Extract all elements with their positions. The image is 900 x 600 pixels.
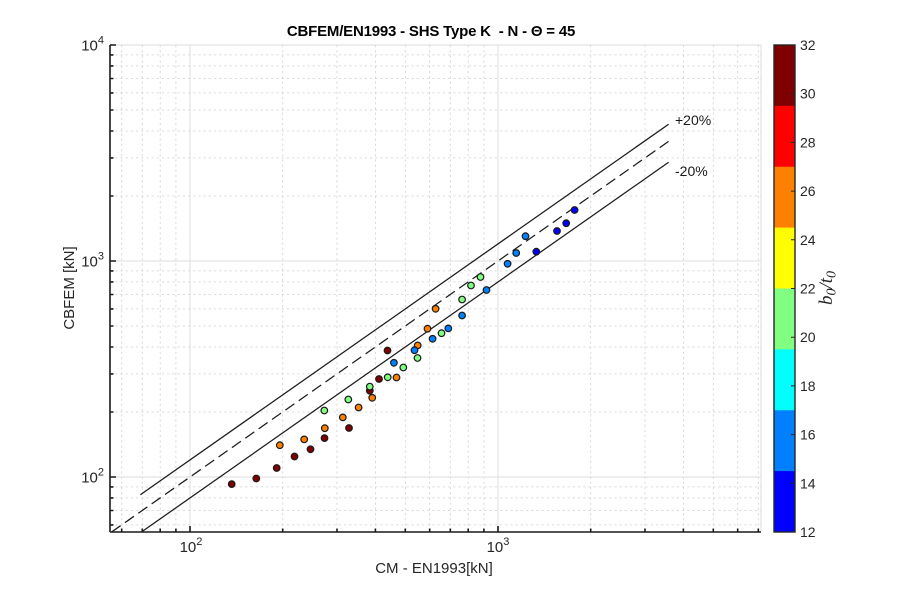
svg-text:24: 24 (800, 232, 816, 248)
svg-text:26: 26 (800, 183, 816, 199)
svg-text:CM - EN1993[kN]: CM - EN1993[kN] (375, 560, 493, 577)
svg-text:b0/t0: b0/t0 (816, 271, 840, 305)
svg-text:18: 18 (800, 378, 816, 394)
svg-text:14: 14 (800, 475, 816, 491)
svg-text:+20%: +20% (675, 112, 711, 128)
svg-text:30: 30 (800, 86, 816, 102)
svg-text:20: 20 (800, 329, 816, 345)
svg-text:22: 22 (800, 281, 816, 297)
svg-text:32: 32 (800, 37, 816, 53)
svg-text:CBFEM [kN]: CBFEM [kN] (61, 246, 78, 329)
svg-text:28: 28 (800, 134, 816, 150)
svg-text:16: 16 (800, 427, 816, 443)
svg-text:12: 12 (800, 524, 816, 540)
svg-text:-20%: -20% (675, 163, 708, 179)
svg-text:CBFEM/EN1993 - SHS Type K - N: CBFEM/EN1993 - SHS Type K - N - Θ = 45 (287, 23, 575, 40)
